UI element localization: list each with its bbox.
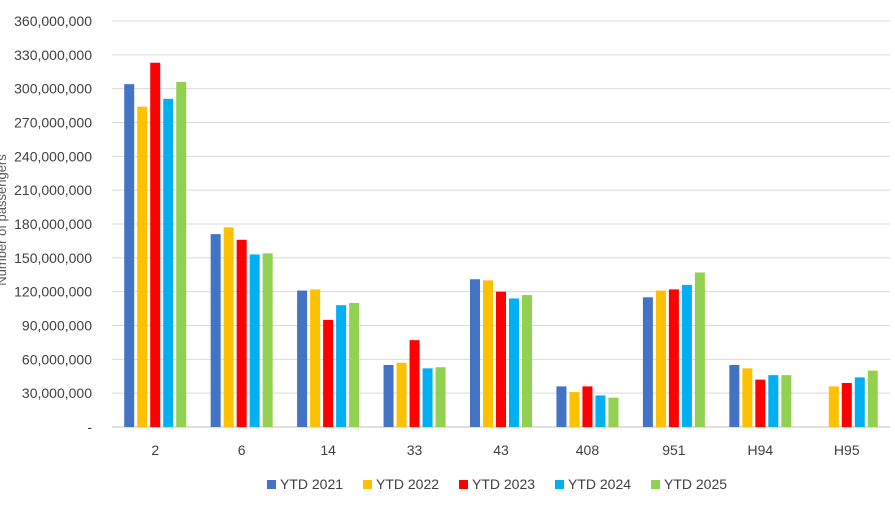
bar [323,319,334,427]
x-tick-label: 43 [493,442,509,458]
bar [496,291,506,427]
bar [867,370,878,427]
bar [582,386,593,427]
y-tick-label: 180,000,000 [14,216,92,232]
legend-label: YTD 2025 [664,476,727,492]
bar [483,280,493,427]
legend-item: YTD 2022 [363,476,439,492]
bar [470,279,480,427]
legend-item: YTD 2024 [555,476,631,492]
x-tick-label: 14 [320,442,336,458]
bars [124,62,878,428]
bar [383,364,394,427]
y-axis-label: Number of passengers [0,154,9,286]
bar [435,367,446,427]
legend-label: YTD 2023 [472,476,535,492]
y-tick-label: 240,000,000 [14,148,92,164]
x-tick-label: 951 [662,442,686,458]
bar [349,302,360,427]
bar [828,386,839,427]
bar [556,386,567,427]
bar [755,379,766,427]
x-tick-label: 2 [151,442,159,458]
y-tick-label: 120,000,000 [14,284,92,300]
bar [409,340,420,427]
legend-item: YTD 2025 [651,476,727,492]
y-tick-label: 270,000,000 [14,115,92,131]
bar [249,254,260,427]
y-tick-label: 30,000,000 [22,385,92,401]
legend-swatch [651,480,660,489]
y-tick-label: 150,000,000 [14,250,92,266]
bar [396,362,407,427]
bar [297,290,308,427]
bar [768,375,779,427]
legend-item: YTD 2021 [267,476,343,492]
bar [681,284,692,427]
x-tick-label: 33 [407,442,423,458]
legend-item: YTD 2023 [459,476,535,492]
y-tick-label: 330,000,000 [14,47,92,63]
y-tick-label: 90,000,000 [22,318,92,334]
bar [236,239,247,427]
legend: YTD 2021 YTD 2022 YTD 2023 YTD 2024 YTD 2025 [267,476,727,492]
bar [163,98,174,428]
bar [422,368,433,427]
bar [522,295,532,427]
bar [336,305,347,427]
legend-swatch [555,480,564,489]
legend-swatch [267,480,276,489]
y-tick-label: 210,000,000 [14,182,92,198]
y-tick-label: 300,000,000 [14,81,92,97]
bar [509,298,519,427]
bar [854,377,865,427]
bar [608,397,619,427]
bar [781,375,792,427]
bar [310,289,321,427]
legend-label: YTD 2021 [280,476,343,492]
bar [210,234,221,427]
bar [223,227,234,427]
x-tick-label: 6 [238,442,246,458]
bar [841,383,852,427]
bar [694,272,705,427]
legend-swatch [459,480,468,489]
x-tick-label: H94 [747,442,773,458]
y-tick-label: - [87,419,92,435]
bar [642,297,653,427]
x-tick-label: 408 [576,442,600,458]
legend-label: YTD 2024 [568,476,631,492]
bar [668,289,679,427]
x-tick-label: H95 [834,442,860,458]
y-axis-ticks: - 30,000,000 60,000,000 90,000,000 120,000,0… [14,13,92,435]
bar [262,253,273,427]
bar [729,364,740,427]
bar [176,81,187,428]
bar [137,106,148,427]
bar [655,290,666,427]
legend-swatch [363,480,372,489]
bar [150,62,161,427]
bar [595,395,606,427]
bar [569,392,580,427]
y-tick-label: 360,000,000 [14,13,92,29]
x-axis-ticks: 2 6 14 33 43 408 951 H94 H95 [151,442,860,458]
bar [742,368,753,427]
y-tick-label: 60,000,000 [22,351,92,367]
legend-label: YTD 2022 [376,476,439,492]
bar [124,84,135,428]
